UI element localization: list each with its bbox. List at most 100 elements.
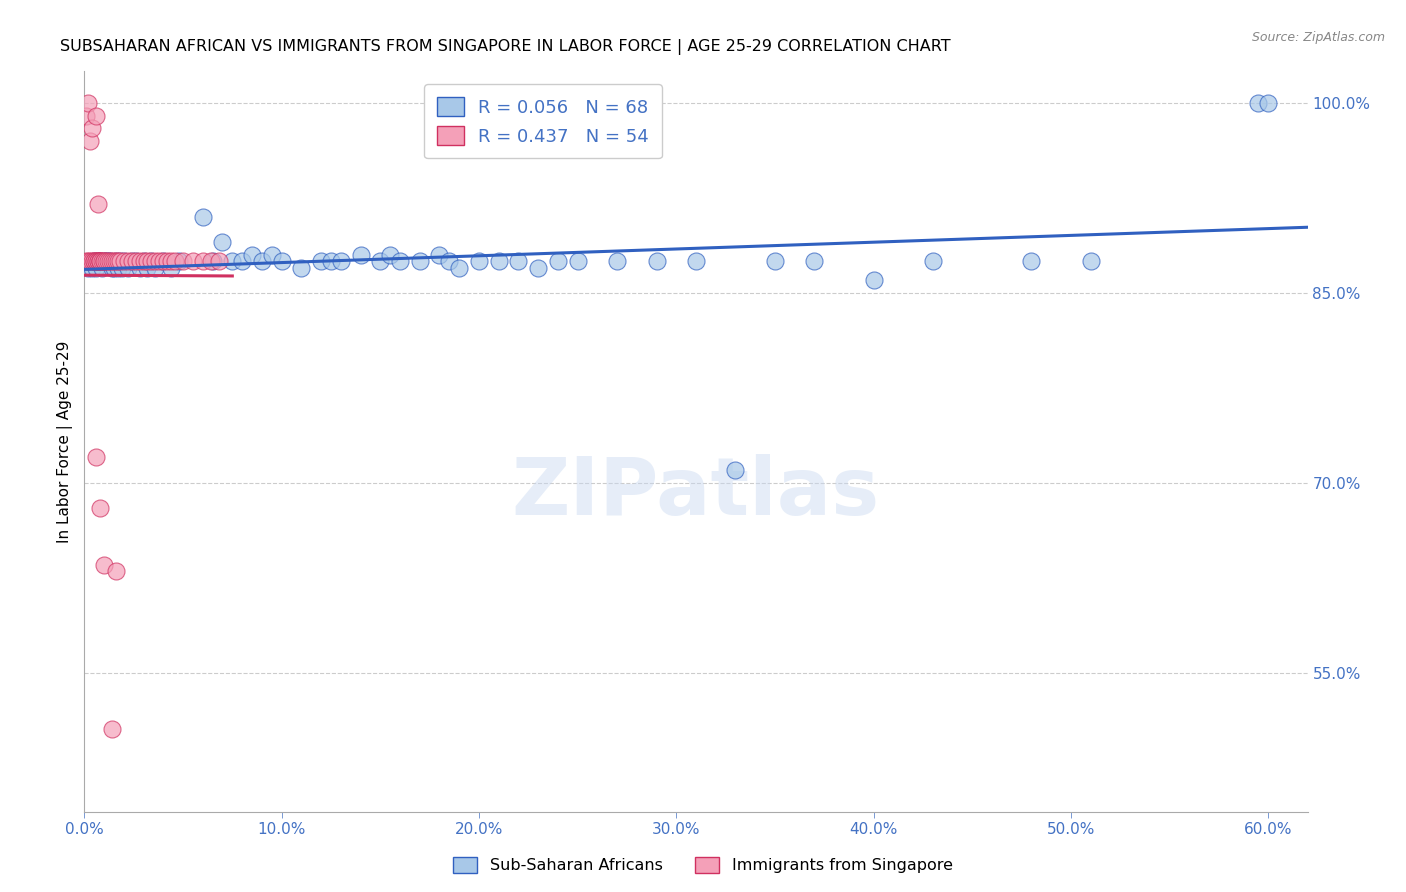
Point: [128, 260, 150, 275]
Point: [94, 254, 117, 268]
Point: [82, 121, 104, 136]
Point: [128, 254, 150, 268]
Point: [527, 260, 550, 275]
Point: [89, 254, 111, 268]
Point: [93, 254, 115, 268]
Point: [191, 254, 214, 268]
Point: [606, 254, 628, 268]
Point: [191, 210, 214, 224]
Point: [1080, 254, 1102, 268]
Point: [87, 197, 110, 211]
Point: [107, 260, 129, 275]
Point: [165, 254, 187, 268]
Point: [87, 254, 110, 268]
Point: [260, 248, 283, 262]
Point: [921, 254, 943, 268]
Point: [103, 254, 125, 268]
Point: [77, 95, 100, 110]
Point: [240, 248, 263, 262]
Point: [108, 254, 131, 268]
Point: [148, 254, 170, 268]
Point: [77, 254, 100, 268]
Point: [75, 109, 97, 123]
Point: [93, 254, 115, 268]
Point: [82, 260, 104, 275]
Point: [439, 254, 461, 268]
Point: [104, 254, 127, 268]
Point: [79, 254, 101, 268]
Point: [104, 564, 127, 578]
Point: [84, 254, 107, 268]
Point: [488, 254, 510, 268]
Point: [152, 254, 174, 268]
Point: [468, 254, 491, 268]
Point: [89, 254, 111, 268]
Point: [112, 254, 135, 268]
Point: [201, 254, 224, 268]
Point: [309, 254, 332, 268]
Point: [270, 254, 292, 268]
Point: [82, 254, 104, 268]
Point: [685, 254, 707, 268]
Point: [97, 254, 120, 268]
Point: [221, 254, 243, 268]
Point: [87, 254, 110, 268]
Point: [84, 450, 107, 465]
Point: [83, 254, 105, 268]
Point: [645, 254, 668, 268]
Point: [112, 254, 135, 268]
Point: [83, 254, 105, 268]
Point: [101, 723, 124, 737]
Point: [181, 254, 204, 268]
Point: [94, 254, 117, 268]
Point: [101, 254, 124, 268]
Point: [429, 248, 451, 262]
Point: [124, 254, 146, 268]
Point: [136, 260, 159, 275]
Point: [724, 463, 747, 477]
Point: [101, 260, 124, 275]
Point: [160, 260, 183, 275]
Point: [93, 558, 115, 572]
Point: [83, 254, 105, 268]
Point: [84, 254, 107, 268]
Point: [89, 254, 111, 268]
Legend: R = 0.056   N = 68, R = 0.437   N = 54: R = 0.056 N = 68, R = 0.437 N = 54: [425, 84, 662, 158]
Point: [160, 254, 183, 268]
Point: [862, 273, 884, 287]
Point: [763, 254, 786, 268]
Point: [145, 254, 167, 268]
Point: [98, 254, 121, 268]
Point: [508, 254, 530, 268]
Point: [319, 254, 342, 268]
Point: [1021, 254, 1043, 268]
Point: [329, 254, 352, 268]
Point: [250, 254, 273, 268]
Point: [84, 109, 107, 123]
Point: [290, 260, 312, 275]
Point: [1257, 95, 1279, 110]
Point: [409, 254, 432, 268]
Text: ZIPatlas: ZIPatlas: [512, 454, 880, 533]
Point: [389, 254, 412, 268]
Text: Source: ZipAtlas.com: Source: ZipAtlas.com: [1251, 31, 1385, 45]
Point: [75, 254, 97, 268]
Point: [97, 254, 120, 268]
Point: [145, 260, 167, 275]
Point: [121, 254, 143, 268]
Point: [103, 260, 125, 275]
Point: [132, 254, 155, 268]
Point: [207, 254, 229, 268]
Point: [803, 254, 825, 268]
Point: [87, 254, 110, 268]
Point: [107, 254, 129, 268]
Point: [380, 248, 402, 262]
Point: [89, 254, 111, 268]
Point: [84, 260, 107, 275]
Point: [91, 254, 114, 268]
Point: [132, 254, 155, 268]
Point: [93, 254, 115, 268]
Point: [231, 254, 253, 268]
Point: [136, 254, 159, 268]
Point: [156, 254, 179, 268]
